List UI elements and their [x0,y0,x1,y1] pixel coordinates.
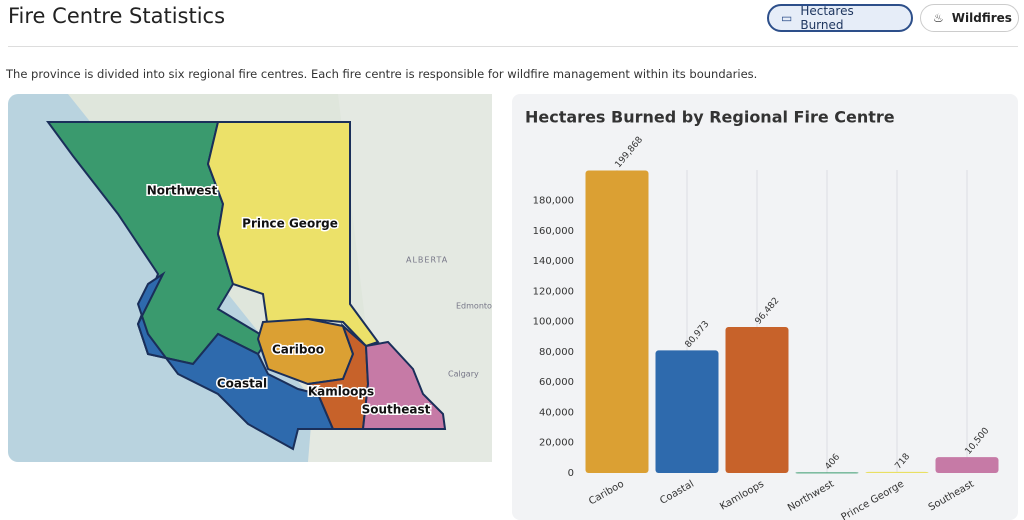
y-tick-label: 40,000 [539,407,574,418]
bar [935,457,999,473]
place-label: ALBERTA [406,256,448,265]
divider [8,46,1018,47]
region-label: Coastal [217,377,267,391]
button-label: Hectares Burned [800,4,854,32]
y-tick-label: 160,000 [533,226,574,237]
chart-panel: Hectares Burned by Regional Fire Centre … [512,94,1018,520]
region-label: Southeast [362,403,431,417]
bar [585,170,649,473]
hectares-button[interactable]: ▭ Hectares Burned [767,4,913,32]
region-southeast [361,340,447,430]
description: The province is divided into six regiona… [6,67,758,81]
region-label: Prince George [242,217,338,231]
bar [865,471,929,473]
bar [795,472,859,474]
button-label: Wildfires [951,11,1012,25]
region-label: Northwest [147,184,218,198]
region-label: Kamloops [308,385,374,399]
y-tick-label: 80,000 [539,347,574,358]
page-title: Fire Centre Statistics [8,4,226,28]
y-tick-label: 120,000 [533,286,574,297]
y-tick-label: 0 [568,468,574,479]
bar [725,326,789,473]
y-tick-label: 100,000 [533,317,574,328]
y-tick-label: 140,000 [533,256,574,267]
place-label: Calgary [448,370,479,379]
y-tick-label: 60,000 [539,377,574,388]
y-tick-label: 20,000 [539,438,574,449]
region-label: Cariboo [272,343,324,357]
wildfires-button[interactable]: ♨ Wildfires [920,4,1019,32]
map: Northwest Prince George Cariboo Coastal … [8,94,492,462]
chart-title: Hectares Burned by Regional Fire Centre [525,108,895,127]
bar [655,350,719,473]
y-tick-label: 180,000 [533,196,574,207]
place-label: Edmonton [456,302,492,311]
